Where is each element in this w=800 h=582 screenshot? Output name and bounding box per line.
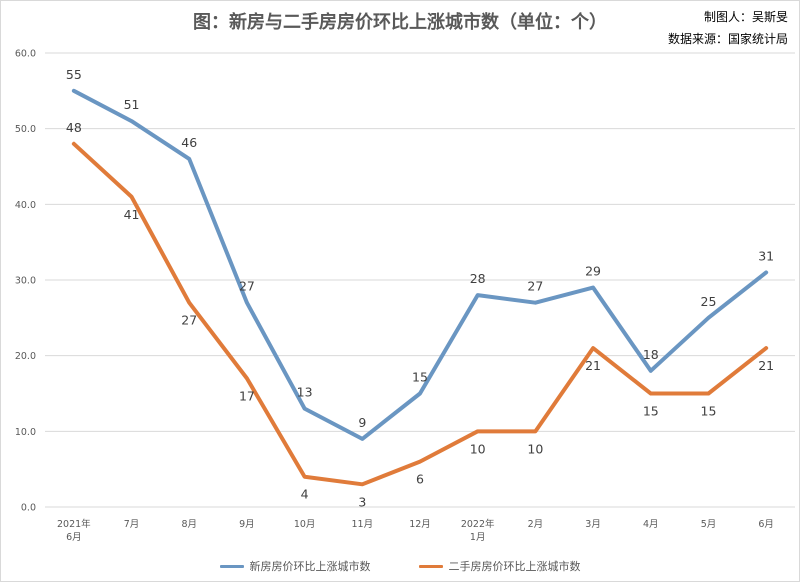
data-label-new-home: 13 xyxy=(297,385,313,400)
data-label-new-home: 9 xyxy=(358,415,366,430)
x-tick-label: 6月 xyxy=(66,532,82,543)
author-credit: 制图人：吴斯旻 xyxy=(703,10,788,24)
data-source-credit: 数据来源：国家统计局 xyxy=(667,32,788,46)
x-tick-label: 11月 xyxy=(352,519,374,530)
data-label-new-home: 51 xyxy=(124,97,140,112)
legend: 新房房价环比上涨城市数 二手房房价环比上涨城市数 xyxy=(0,558,800,574)
x-tick-label: 2月 xyxy=(528,519,544,530)
x-tick-label: 7月 xyxy=(124,519,140,530)
data-label-new-home: 55 xyxy=(66,67,82,82)
legend-swatch-new-home xyxy=(219,564,244,568)
data-label-second-hand: 21 xyxy=(758,358,774,373)
y-tick-label: 20.0 xyxy=(15,351,36,362)
data-label-new-home: 29 xyxy=(585,264,601,279)
x-tick-label: 5月 xyxy=(701,519,717,530)
legend-label-second-hand: 二手房房价环比上涨城市数 xyxy=(448,560,581,573)
y-tick-label: 40.0 xyxy=(15,200,36,211)
x-tick-label: 3月 xyxy=(585,519,601,530)
legend-swatch-second-hand xyxy=(418,564,443,568)
legend-item-new-home: 新房房价环比上涨城市数 xyxy=(219,558,371,574)
data-label-new-home: 18 xyxy=(643,347,659,362)
y-tick-label: 10.0 xyxy=(15,427,36,438)
x-tick-label: 4月 xyxy=(643,519,659,530)
data-label-second-hand: 3 xyxy=(358,494,366,509)
data-label-second-hand: 15 xyxy=(643,404,659,419)
data-label-second-hand: 27 xyxy=(181,313,197,328)
y-tick-label: 50.0 xyxy=(15,124,36,135)
series-line-second-hand xyxy=(71,141,769,487)
data-label-second-hand: 48 xyxy=(66,120,82,135)
y-tick-label: 60.0 xyxy=(15,49,36,60)
x-tick-label: 8月 xyxy=(181,519,197,530)
x-tick-label: 1月 xyxy=(470,532,486,543)
legend-label-new-home: 新房房价环比上涨城市数 xyxy=(249,560,371,573)
data-label-new-home: 27 xyxy=(239,279,255,294)
data-label-new-home: 46 xyxy=(181,135,197,150)
data-label-new-home: 27 xyxy=(527,279,543,294)
data-label-second-hand: 17 xyxy=(239,388,255,403)
x-tick-label: 6月 xyxy=(758,519,774,530)
data-label-second-hand: 6 xyxy=(416,472,424,487)
x-tick-label: 2022年 xyxy=(461,518,495,530)
x-tick-label: 9月 xyxy=(239,519,255,530)
data-label-second-hand: 15 xyxy=(701,404,717,419)
data-label-new-home: 28 xyxy=(470,271,486,286)
data-label-second-hand: 4 xyxy=(301,487,309,502)
data-label-new-home: 31 xyxy=(758,248,774,263)
chart-title: 图：新房与二手房房价环比上涨城市数（单位：个） xyxy=(193,12,607,33)
legend-item-second-hand: 二手房房价环比上涨城市数 xyxy=(418,558,581,574)
series-line-new-home xyxy=(71,88,769,441)
y-tick-label: 0.0 xyxy=(21,503,36,514)
data-label-second-hand: 41 xyxy=(124,207,140,222)
x-tick-label: 12月 xyxy=(409,519,431,530)
data-label-second-hand: 10 xyxy=(527,441,543,456)
data-label-new-home: 15 xyxy=(412,370,428,385)
x-tick-label: 2021年 xyxy=(57,518,91,530)
data-label-second-hand: 21 xyxy=(585,358,601,373)
data-label-new-home: 25 xyxy=(701,294,717,309)
x-tick-label: 10月 xyxy=(294,519,316,530)
data-label-second-hand: 10 xyxy=(470,441,486,456)
y-tick-label: 30.0 xyxy=(15,276,36,287)
